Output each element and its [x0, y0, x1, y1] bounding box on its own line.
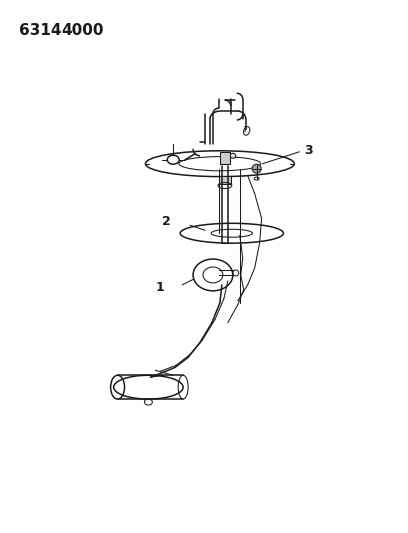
Ellipse shape [252, 164, 261, 173]
Text: 1: 1 [155, 281, 164, 294]
Bar [219, 175, 231, 183]
Text: 3: 3 [304, 144, 313, 157]
Text: 6314: 6314 [19, 23, 62, 38]
Bar [220, 152, 230, 164]
Text: 2: 2 [162, 215, 171, 228]
Text: 4000: 4000 [61, 23, 104, 38]
Ellipse shape [222, 155, 228, 160]
Ellipse shape [230, 154, 236, 158]
